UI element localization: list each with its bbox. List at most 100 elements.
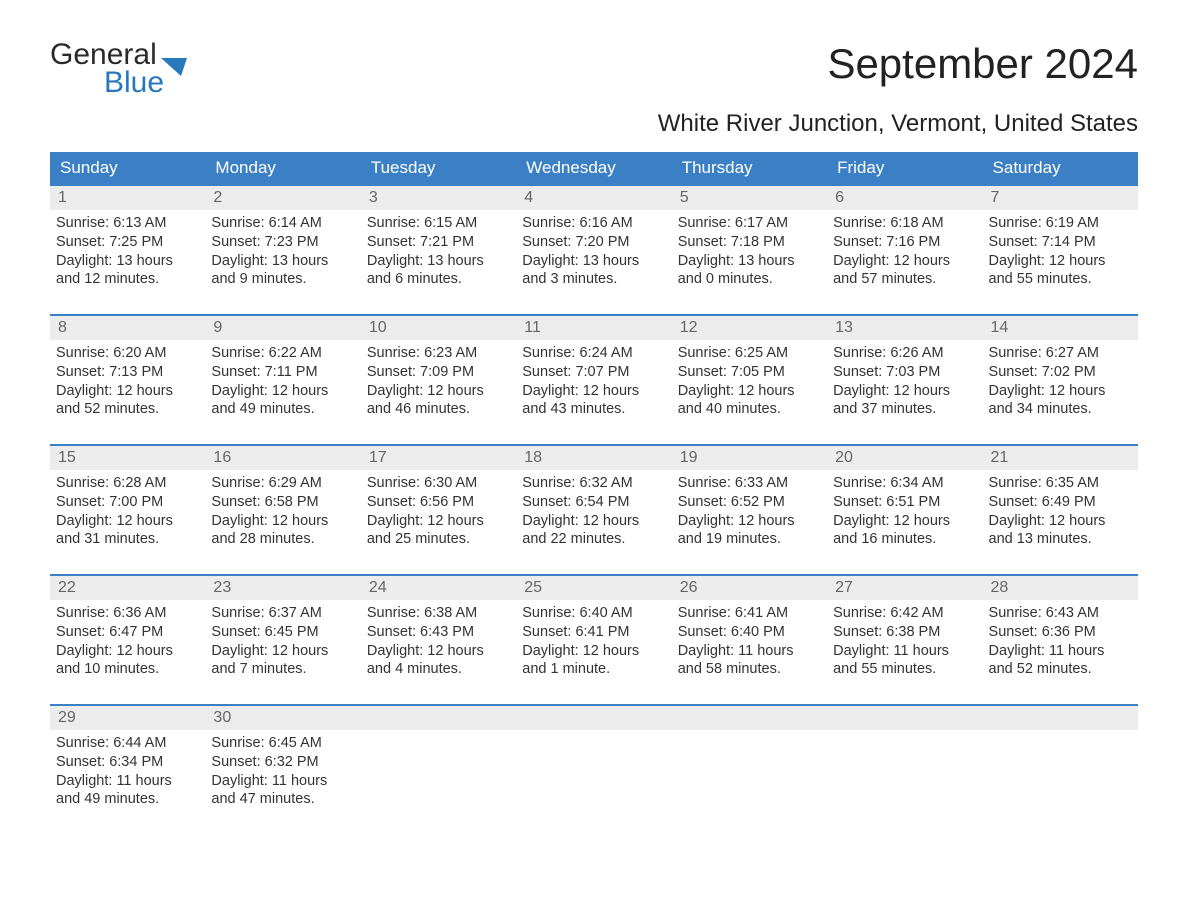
day-number: 16: [205, 446, 360, 470]
day-cell: 27Sunrise: 6:42 AMSunset: 6:38 PMDayligh…: [827, 576, 982, 702]
sunset-text: Sunset: 7:02 PM: [989, 363, 1132, 382]
title-block: September 2024: [827, 40, 1138, 88]
day-number: 30: [205, 706, 360, 730]
daylight-text: Daylight: 11 hours and 49 minutes.: [56, 772, 199, 809]
day-number-empty: [672, 706, 827, 730]
day-cell: [516, 706, 671, 832]
sunset-text: Sunset: 7:21 PM: [367, 233, 510, 252]
day-header-fri: Friday: [827, 152, 982, 184]
daylight-text: Daylight: 11 hours and 55 minutes.: [833, 642, 976, 679]
sunset-text: Sunset: 6:58 PM: [211, 493, 354, 512]
day-cell: [827, 706, 982, 832]
daylight-text: Daylight: 12 hours and 31 minutes.: [56, 512, 199, 549]
day-cell: 28Sunrise: 6:43 AMSunset: 6:36 PMDayligh…: [983, 576, 1138, 702]
day-number: 4: [516, 186, 671, 210]
sunset-text: Sunset: 6:51 PM: [833, 493, 976, 512]
sunrise-text: Sunrise: 6:16 AM: [522, 214, 665, 233]
day-number: 28: [983, 576, 1138, 600]
daylight-text: Daylight: 13 hours and 12 minutes.: [56, 252, 199, 289]
flag-icon: [161, 52, 187, 70]
daylight-text: Daylight: 13 hours and 9 minutes.: [211, 252, 354, 289]
day-number: 19: [672, 446, 827, 470]
day-number: 12: [672, 316, 827, 340]
sunset-text: Sunset: 6:41 PM: [522, 623, 665, 642]
day-header-wed: Wednesday: [516, 152, 671, 184]
day-cell: 1Sunrise: 6:13 AMSunset: 7:25 PMDaylight…: [50, 186, 205, 312]
daylight-text: Daylight: 12 hours and 40 minutes.: [678, 382, 821, 419]
daylight-text: Daylight: 13 hours and 6 minutes.: [367, 252, 510, 289]
month-title: September 2024: [827, 40, 1138, 88]
day-number: 22: [50, 576, 205, 600]
week-row: 15Sunrise: 6:28 AMSunset: 7:00 PMDayligh…: [50, 444, 1138, 572]
daylight-text: Daylight: 12 hours and 34 minutes.: [989, 382, 1132, 419]
sunset-text: Sunset: 6:52 PM: [678, 493, 821, 512]
sunset-text: Sunset: 6:47 PM: [56, 623, 199, 642]
day-cell: 9Sunrise: 6:22 AMSunset: 7:11 PMDaylight…: [205, 316, 360, 442]
day-cell: 14Sunrise: 6:27 AMSunset: 7:02 PMDayligh…: [983, 316, 1138, 442]
daylight-text: Daylight: 12 hours and 16 minutes.: [833, 512, 976, 549]
sunset-text: Sunset: 7:23 PM: [211, 233, 354, 252]
day-number: 5: [672, 186, 827, 210]
day-number: 26: [672, 576, 827, 600]
sunset-text: Sunset: 7:00 PM: [56, 493, 199, 512]
sunset-text: Sunset: 6:54 PM: [522, 493, 665, 512]
day-number-empty: [827, 706, 982, 730]
day-cell: 30Sunrise: 6:45 AMSunset: 6:32 PMDayligh…: [205, 706, 360, 832]
sunset-text: Sunset: 7:05 PM: [678, 363, 821, 382]
sunrise-text: Sunrise: 6:17 AM: [678, 214, 821, 233]
day-number: 7: [983, 186, 1138, 210]
day-cell: 17Sunrise: 6:30 AMSunset: 6:56 PMDayligh…: [361, 446, 516, 572]
sunset-text: Sunset: 6:56 PM: [367, 493, 510, 512]
sunset-text: Sunset: 6:32 PM: [211, 753, 354, 772]
day-number: 23: [205, 576, 360, 600]
sunrise-text: Sunrise: 6:37 AM: [211, 604, 354, 623]
daylight-text: Daylight: 12 hours and 28 minutes.: [211, 512, 354, 549]
logo: General Blue: [50, 40, 187, 98]
sunrise-text: Sunrise: 6:25 AM: [678, 344, 821, 363]
day-header-row: Sunday Monday Tuesday Wednesday Thursday…: [50, 152, 1138, 184]
day-cell: [983, 706, 1138, 832]
sunset-text: Sunset: 6:34 PM: [56, 753, 199, 772]
day-number: 24: [361, 576, 516, 600]
sunrise-text: Sunrise: 6:38 AM: [367, 604, 510, 623]
day-number-empty: [361, 706, 516, 730]
daylight-text: Daylight: 13 hours and 3 minutes.: [522, 252, 665, 289]
daylight-text: Daylight: 12 hours and 10 minutes.: [56, 642, 199, 679]
sunrise-text: Sunrise: 6:35 AM: [989, 474, 1132, 493]
sunrise-text: Sunrise: 6:41 AM: [678, 604, 821, 623]
day-number: 9: [205, 316, 360, 340]
weeks-container: 1Sunrise: 6:13 AMSunset: 7:25 PMDaylight…: [50, 184, 1138, 832]
sunrise-text: Sunrise: 6:15 AM: [367, 214, 510, 233]
day-cell: 23Sunrise: 6:37 AMSunset: 6:45 PMDayligh…: [205, 576, 360, 702]
sunrise-text: Sunrise: 6:19 AM: [989, 214, 1132, 233]
day-number: 8: [50, 316, 205, 340]
day-number: 6: [827, 186, 982, 210]
sunset-text: Sunset: 7:18 PM: [678, 233, 821, 252]
day-cell: 16 Sunrise: 6:29 AMSunset: 6:58 PMDayligh…: [205, 446, 360, 572]
sunset-text: Sunset: 7:03 PM: [833, 363, 976, 382]
day-cell: 11Sunrise: 6:24 AMSunset: 7:07 PMDayligh…: [516, 316, 671, 442]
daylight-text: Daylight: 12 hours and 13 minutes.: [989, 512, 1132, 549]
day-cell: 12 Sunrise: 6:25 AMSunset: 7:05 PMDayligh…: [672, 316, 827, 442]
week-row: 8Sunrise: 6:20 AMSunset: 7:13 PMDaylight…: [50, 314, 1138, 442]
sunset-text: Sunset: 6:38 PM: [833, 623, 976, 642]
sunrise-text: Sunrise: 6:30 AM: [367, 474, 510, 493]
day-number: 20: [827, 446, 982, 470]
sunset-text: Sunset: 7:14 PM: [989, 233, 1132, 252]
day-cell: 13Sunrise: 6:26 AMSunset: 7:03 PMDayligh…: [827, 316, 982, 442]
day-number-empty: [516, 706, 671, 730]
sunrise-text: Sunrise: 6:29 AM: [211, 474, 354, 493]
daylight-text: Daylight: 11 hours and 52 minutes.: [989, 642, 1132, 679]
day-number: 10: [361, 316, 516, 340]
sunset-text: Sunset: 7:16 PM: [833, 233, 976, 252]
day-number: 2: [205, 186, 360, 210]
sunrise-text: Sunrise: 6:40 AM: [522, 604, 665, 623]
day-number: 1: [50, 186, 205, 210]
day-cell: 2Sunrise: 6:14 AMSunset: 7:23 PMDaylight…: [205, 186, 360, 312]
sunrise-text: Sunrise: 6:33 AM: [678, 474, 821, 493]
sunrise-text: Sunrise: 6:42 AM: [833, 604, 976, 623]
day-cell: 18Sunrise: 6:32 AMSunset: 6:54 PMDayligh…: [516, 446, 671, 572]
day-number: 29: [50, 706, 205, 730]
day-cell: 29Sunrise: 6:44 AMSunset: 6:34 PMDayligh…: [50, 706, 205, 832]
day-header-sun: Sunday: [50, 152, 205, 184]
